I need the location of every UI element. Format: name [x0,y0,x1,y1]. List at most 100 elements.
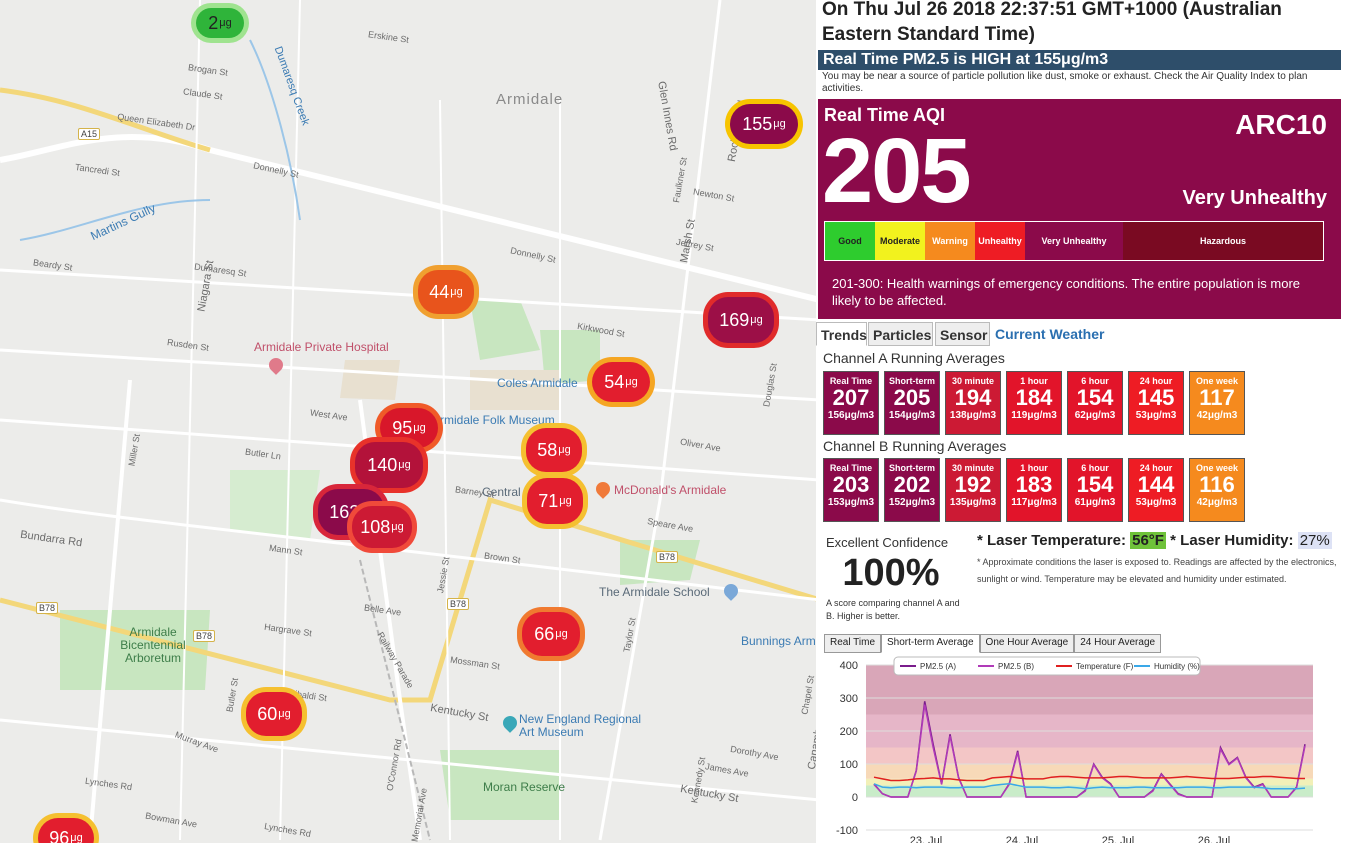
sensor-marker[interactable]: 44 μg [418,270,474,314]
chart-tab-short-term[interactable]: Short-term Average [881,634,980,653]
tile-channel-b: Short-term 202 152μg/m3 [884,458,940,522]
tile-channel-b: 24 hour 144 53μg/m3 [1128,458,1184,522]
place-label[interactable]: Coles Armidale [497,376,578,390]
confidence-value: 100% [842,552,940,594]
marker-unit: μg [398,459,411,471]
sensor-marker[interactable]: 58 μg [526,428,582,472]
chart-tab-one-hour[interactable]: One Hour Average [979,634,1075,653]
chart-band [866,785,1313,797]
sensor-marker[interactable]: 96 μg [38,818,94,843]
tab-current-weather[interactable]: Current Weather [995,326,1105,342]
panel-tabs: Trends Particles Sensor Current Weather [816,322,1349,346]
laser-hum-label: * Laser Humidity: [1170,532,1294,549]
tile-concentration: 53μg/m3 [1135,410,1177,421]
chart-y-tick: 300 [840,693,858,705]
sensor-marker[interactable]: 2 μg [196,8,244,38]
chart-legend [893,656,1201,676]
tile-period: Real Time [829,376,873,386]
place-label[interactable]: Armidale Private Hospital [254,340,389,354]
chart-y-tick: -100 [836,825,858,837]
marker-value: 66 [534,623,555,644]
tile-aqi: 207 [832,385,870,410]
tile-period: 30 minute [951,376,994,386]
route-badge: B78 [36,602,59,614]
chart-y-tick: 200 [840,726,858,738]
tile-concentration: 119μg/m3 [1011,410,1057,421]
tile-period: Real Time [829,463,873,473]
channel-b-title: Channel B Running Averages [823,438,1007,454]
place-label[interactable]: Bunnings Arm [741,634,816,648]
sensor-marker[interactable]: 169 μg [708,297,774,343]
place-label[interactable]: Armidale Bicentennial Arboretum [120,625,186,665]
tile-aqi: 205 [893,385,931,410]
aqi-box: Real Time AQI 205 ARC10 Very Unhealthy G… [818,99,1341,319]
marker-unit: μg [278,708,291,720]
marker-unit: μg [750,314,763,326]
realtime-note: You may be near a source of particle pol… [822,71,1308,94]
tile-aqi: 203 [832,472,870,497]
tile-concentration: 153μg/m3 [827,497,875,508]
place-label[interactable]: New England Regional Art Museum [519,712,642,739]
confidence-label: Excellent Confidence [826,535,949,550]
route-badge: A15 [78,128,101,140]
chart-x-tick: 24. Jul [1006,835,1038,843]
channel-b-tiles: Real Time 203 153μg/m3 Short-term 202 152μg/m… [823,458,1245,522]
marker-value: 54 [604,371,625,392]
tile-aqi: 183 [1015,472,1053,497]
chart-tab-24-hour[interactable]: 24 Hour Average [1074,634,1162,653]
sensor-marker[interactable]: 140 μg [355,442,423,488]
tile-channel-a: 1 hour 184 119μg/m3 [1006,371,1062,435]
tile-channel-a: 30 minute 194 138μg/m3 [945,371,1001,435]
laser-hum-value: 27% [1297,532,1332,549]
scale-good: Good [825,222,875,260]
marker-value: 96 [49,827,70,843]
chart-y-tick: 100 [840,759,858,771]
place-label[interactable]: Armidale Folk Museum [432,413,555,427]
sensor-marker[interactable]: 66 μg [522,612,580,656]
tile-aqi: 145 [1137,385,1175,410]
place-label[interactable]: McDonald's Armidale [614,483,727,497]
sensor-marker[interactable]: 71 μg [527,478,583,524]
sensor-marker[interactable]: 60 μg [246,692,302,736]
tile-period: 24 hour [1139,376,1173,386]
tile-aqi: 194 [954,385,992,410]
chart-tabs: Real Time Short-term Average One Hour Av… [824,634,1162,653]
aqi-level: Very Unhealthy [1182,187,1327,209]
marker-value: 108 [360,516,391,537]
place-label: Moran Reserve [483,780,566,794]
confidence-note: A score comparing channel A and B. Highe… [826,598,960,621]
scale-moderate: Moderate [875,222,925,260]
sensor-marker[interactable]: 155 μg [730,104,798,144]
sensor-marker[interactable]: 54 μg [592,362,650,402]
tile-period: Short-term [888,376,935,386]
sensor-name: ARC10 [1235,109,1327,140]
place-label[interactable]: The Armidale School [599,585,710,599]
marker-value: 140 [367,454,398,475]
map-view[interactable]: Armidale Armidale Private Hospital Coles… [0,0,816,843]
tile-concentration: 138μg/m3 [949,410,997,421]
marker-unit: μg [70,832,83,843]
aqi-description: 201-300: Health warnings of emergency co… [832,276,1301,308]
trend-chart[interactable]: 400 300 200 100 0 -100 23. Jul 24. Jul 25. Jul 26… [816,655,1349,843]
channel-a-title: Channel A Running Averages [823,350,1005,366]
chart-series-line [873,775,1305,782]
legend-label: Temperature (F) [1076,662,1134,671]
tile-channel-b: 30 minute 192 135μg/m3 [945,458,1001,522]
sensor-marker[interactable]: 95 μg [380,408,438,448]
tile-concentration: 42μg/m3 [1196,410,1238,421]
tile-concentration: 135μg/m3 [949,497,997,508]
marker-value: 58 [537,439,558,460]
tab-trends[interactable]: Trends [816,322,867,346]
tile-period: 6 hour [1081,376,1109,386]
tab-sensor[interactable]: Sensor [935,322,990,346]
chart-tab-real-time[interactable]: Real Time [824,634,882,653]
scale-hazardous: Hazardous [1123,222,1323,260]
chart-band [866,764,1313,779]
tile-concentration: 61μg/m3 [1074,497,1116,508]
tile-concentration: 117μg/m3 [1011,497,1057,508]
tile-aqi: 184 [1015,385,1053,410]
tile-channel-a: Short-term 205 154μg/m3 [884,371,940,435]
sensor-marker[interactable]: 108 μg [352,506,412,548]
tab-particles[interactable]: Particles [868,322,933,346]
tile-period: One week [1195,463,1239,473]
